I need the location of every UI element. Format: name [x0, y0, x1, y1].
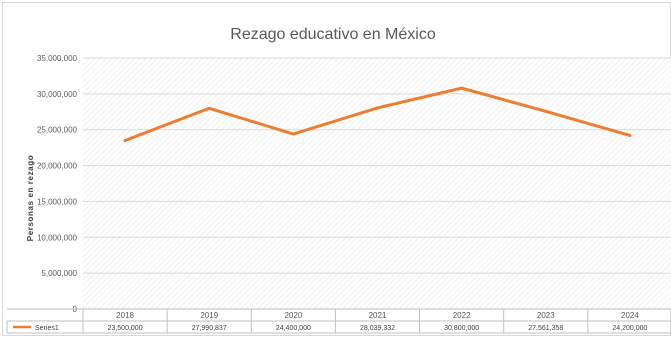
x-tick-label: 2021 [369, 311, 387, 320]
data-point [376, 106, 379, 110]
data-point [628, 133, 632, 137]
series-line-layer [123, 86, 632, 142]
data-table-cell: 24,400,000 [276, 325, 311, 332]
data-table: 2018 2019 2020 2021 2022 2023 2024 Series1 23,50… [6, 308, 671, 334]
x-tick-label: 2020 [284, 311, 302, 320]
data-table-cell: 27,990,837 [192, 325, 227, 332]
y-axis-label: Personas en rezago [26, 155, 35, 241]
data-point [544, 109, 548, 113]
data-table-cell: 24,200,000 [612, 325, 647, 332]
data-table-cell: 30,800,000 [444, 325, 479, 332]
gridlines [83, 57, 671, 274]
y-tick-label: 30,000,000 [37, 90, 78, 99]
y-tick-label: 25,000,000 [37, 126, 78, 135]
y-tick-label: 35,000,000 [37, 54, 78, 63]
x-tick-label: 2023 [537, 311, 555, 320]
x-tick-label: 2019 [200, 311, 218, 320]
y-tick-label: 5,000,000 [41, 269, 77, 278]
data-table-cell: 28,039,332 [360, 325, 395, 332]
x-tick-label: 2018 [116, 311, 134, 320]
data-point [460, 86, 464, 90]
plot-area [83, 58, 671, 309]
data-table-cell: 23,500,000 [108, 325, 143, 332]
legend-series-name: Series1 [35, 325, 59, 332]
y-tick-labels: 05,000,00010,000,00015,000,00020,000,000… [37, 54, 78, 314]
data-table-cell: 27,561,358 [528, 325, 563, 332]
data-point [207, 106, 211, 110]
chart-svg: Rezago educativo en México Personas en r… [6, 26, 671, 334]
data-point [123, 138, 127, 142]
x-tick-label: 2024 [621, 311, 639, 320]
x-tick-label: 2022 [453, 311, 471, 320]
y-tick-label: 20,000,000 [37, 162, 78, 171]
y-tick-label: 15,000,000 [37, 197, 78, 206]
data-point [291, 132, 295, 136]
chart-title: Rezago educativo en México [230, 26, 436, 43]
y-tick-label: 10,000,000 [37, 233, 78, 242]
